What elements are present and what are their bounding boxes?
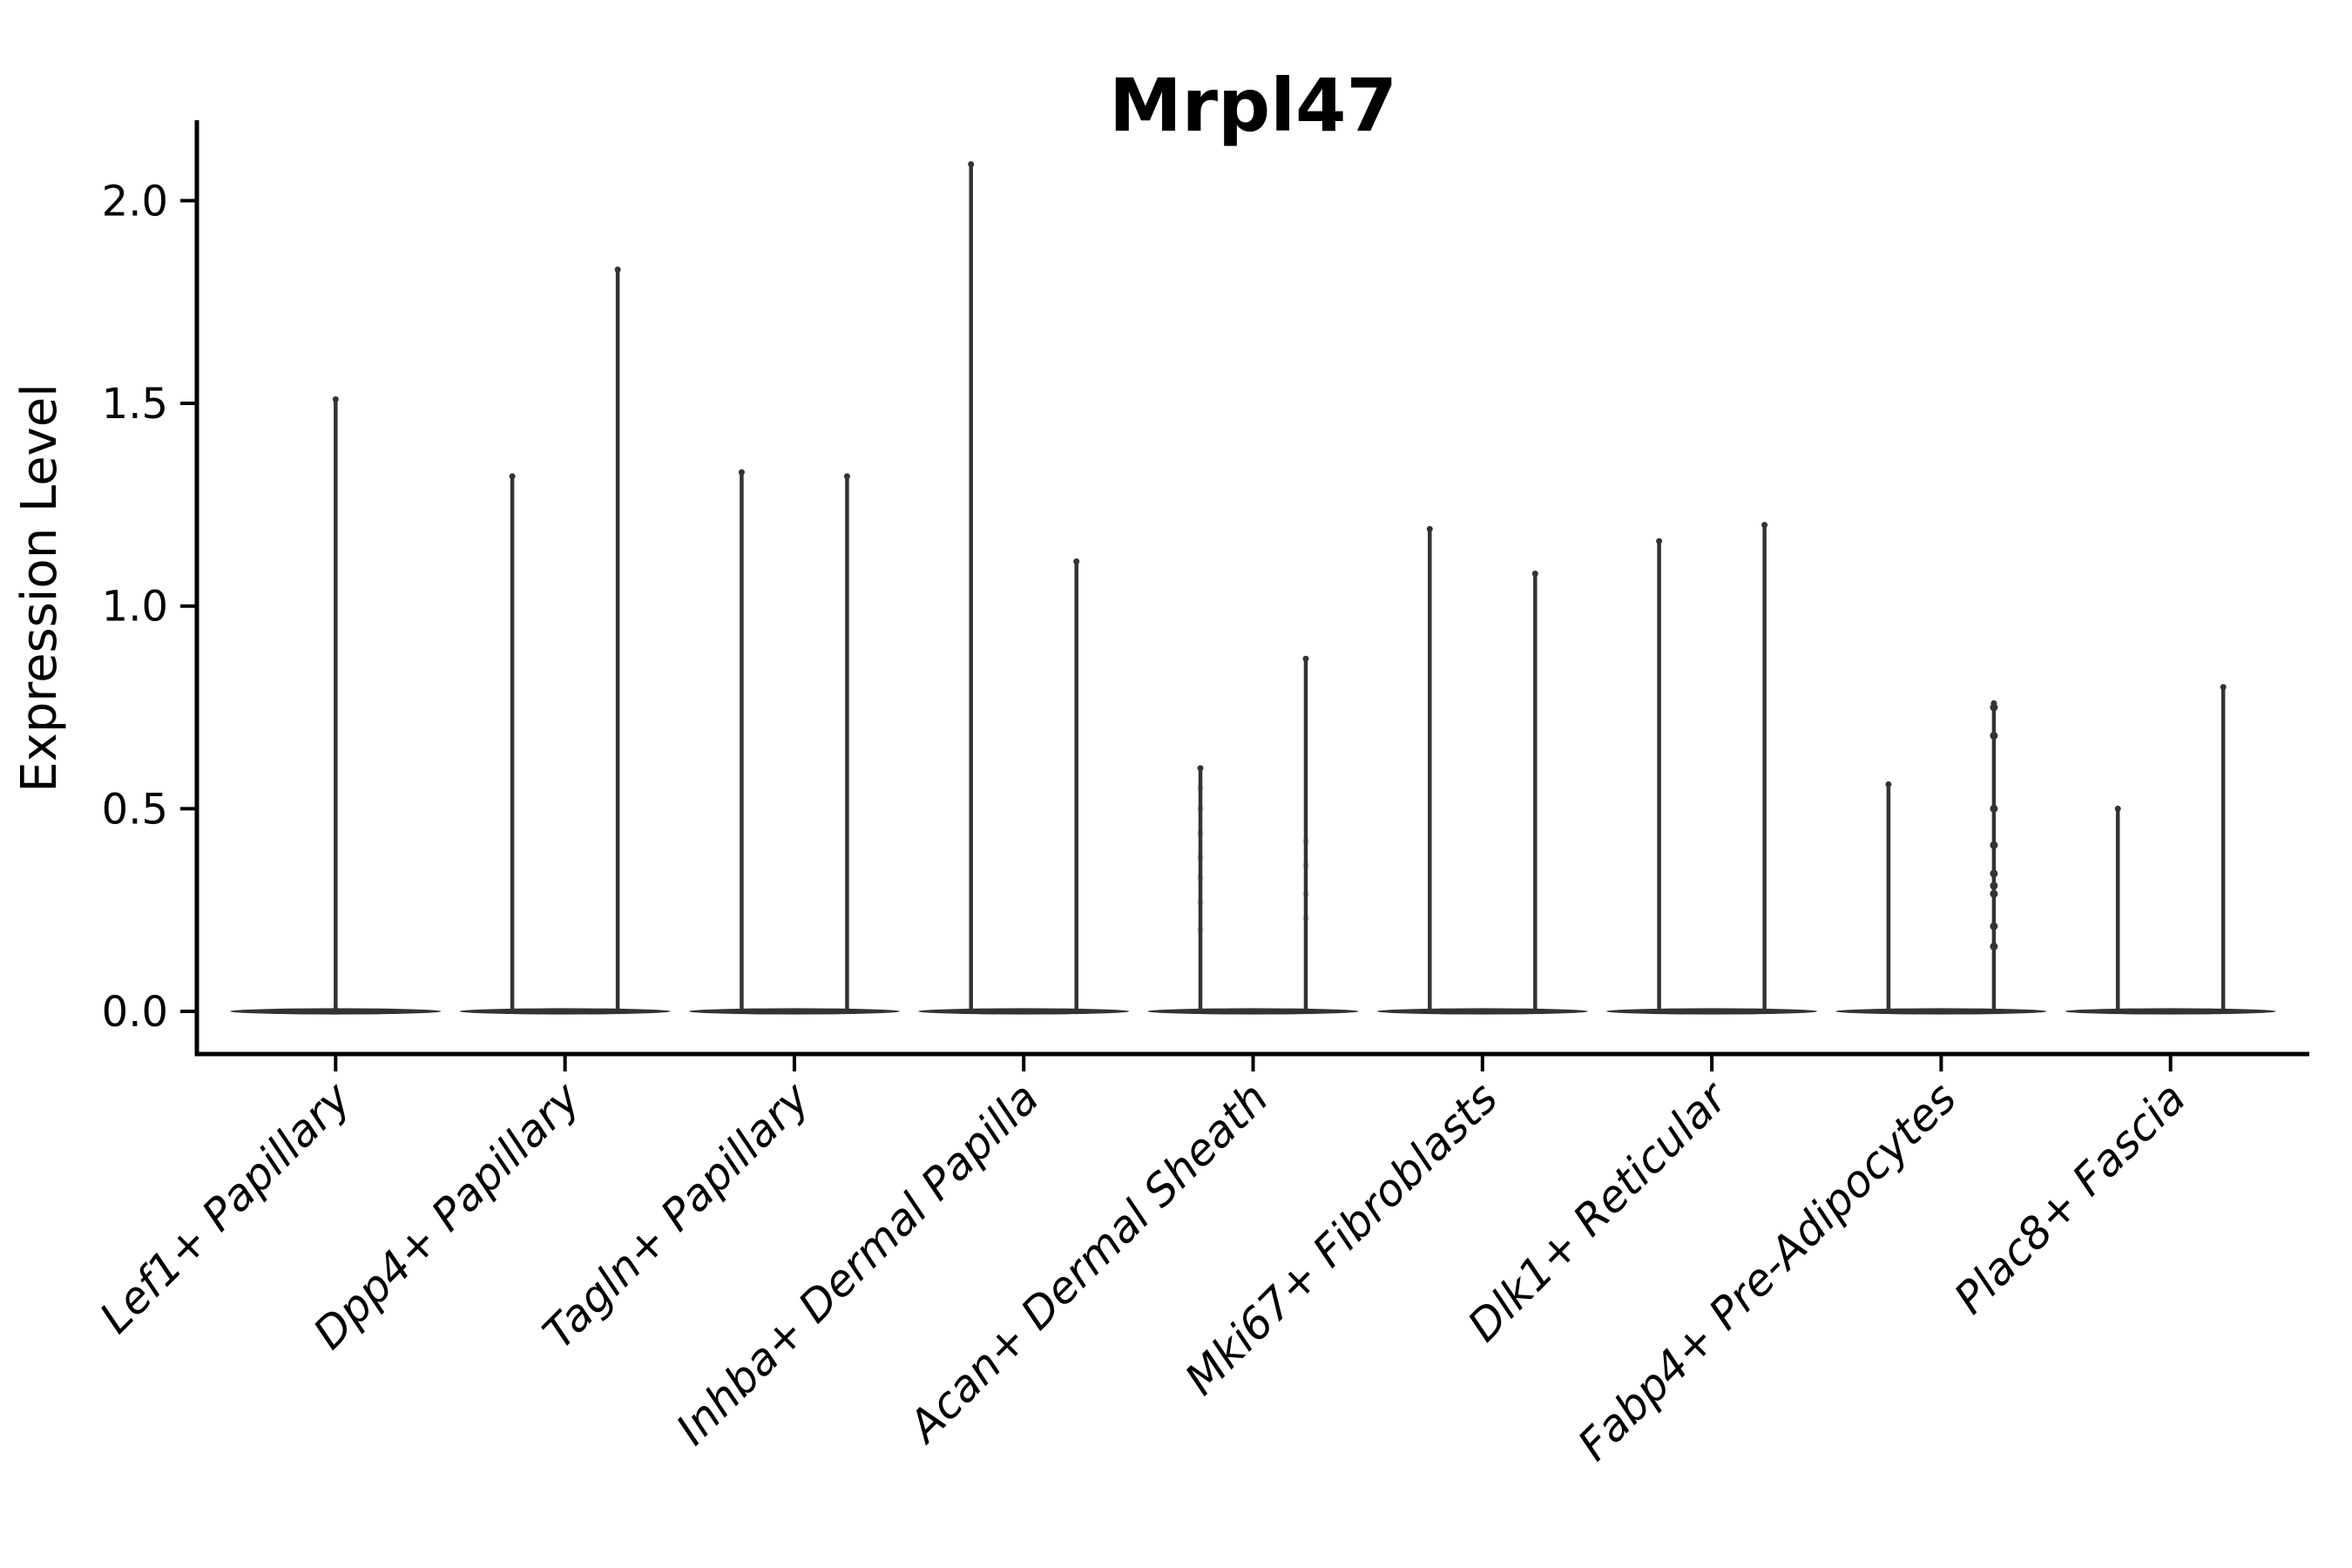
violin-spike-max-point [1197,765,1204,772]
expression-point-faint [1197,785,1204,793]
expression-point [1990,882,1998,890]
violin-spike-max-point [843,473,850,480]
violin-group [918,161,1130,1015]
expression-point-faint [1197,829,1204,837]
violin-group [1147,655,1359,1015]
expression-point-faint [1197,874,1204,882]
violin-spike-max-point [332,395,339,402]
violin-group [1606,522,1818,1015]
violin-group [2065,684,2276,1015]
violin-spike-max-point [1302,655,1309,662]
y-tick-label: 0.0 [102,988,168,1037]
expression-point [1990,841,1998,849]
expression-point-faint [1197,854,1204,862]
expression-point [1990,732,1998,740]
expression-point [1990,922,1998,930]
violin-spike-max-point [614,267,621,274]
violin-spike-max-point [2114,805,2121,812]
violin-base-lens [1376,1008,1588,1015]
violin-spike-max-point [1761,522,1768,529]
violin-base-lens [688,1008,900,1015]
violin-base-lens [1147,1008,1359,1015]
violin-spike-max-point [1656,537,1663,544]
y-tick-label: 0.5 [102,785,168,834]
expression-point-faint [1197,898,1204,906]
violin-spike-max-point [1426,525,1433,532]
violin-group [1376,525,1588,1015]
expression-point-faint [1302,914,1309,922]
chart-title: Mrpl47 [1109,63,1397,148]
violin-base-lens [1835,1008,2047,1015]
violin-spike-max-point [968,161,975,168]
violin-group [688,469,900,1015]
expression-point [1990,703,1998,712]
expression-point-faint [1197,805,1204,813]
expression-point-faint [1302,890,1309,898]
violin-base-lens [459,1008,671,1015]
y-tick-label: 2.0 [102,177,168,226]
x-tick-label: Plac8+ Fascia [1944,1072,2195,1323]
expression-point [1990,804,1998,813]
violin-group [459,267,671,1015]
x-tick-label: Fabp4+ Pre-Adipocytes [1568,1072,1966,1470]
violin-group [1835,700,2047,1015]
violin-base-lens [2065,1008,2276,1015]
violin-base-lens [1606,1008,1818,1015]
expression-point [1990,889,1998,898]
y-tick-label: 1.0 [102,583,168,632]
expression-point-faint [1197,926,1204,934]
violin-spike-max-point [738,469,745,476]
expression-point-faint [1302,837,1309,845]
x-tick-label: Inhba+ Dermal Papilla [666,1072,1048,1454]
y-tick-label: 1.5 [102,380,168,429]
violin-spike-max-point [1531,570,1538,577]
x-tick-label: Acan+ Dermal Sheath [897,1072,1278,1453]
y-axis-label: Expression Level [11,383,68,793]
violin-spike-max-point [1885,781,1892,787]
violin-spike-max-point [509,473,516,480]
expression-point [1990,943,1998,951]
violin-spike-max-point [1073,558,1080,565]
expression-point [1990,869,1998,878]
x-tick-label: Lef1+ Papillary [90,1071,361,1342]
violin-base-lens [918,1008,1130,1015]
violin-group [230,395,442,1015]
expression-point-faint [1302,862,1309,869]
violin-spike-max-point [2220,684,2227,691]
